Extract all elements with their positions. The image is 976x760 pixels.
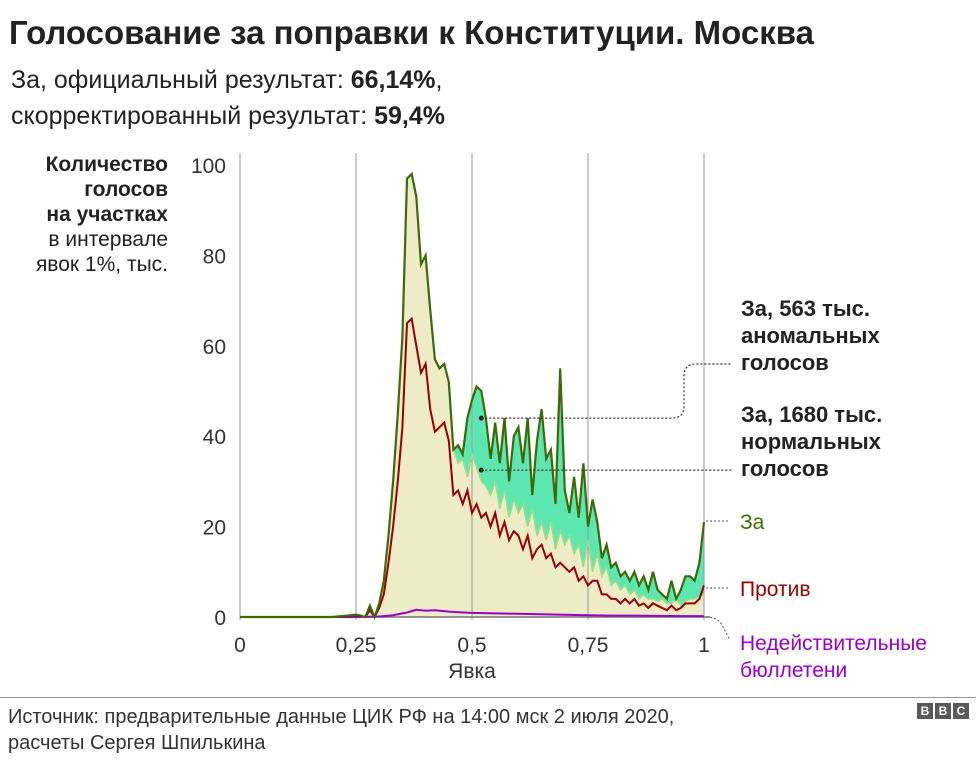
annotation-leader [481, 363, 732, 419]
bbc-logo-letter: C [953, 703, 969, 719]
y-tick-label: 80 [203, 245, 226, 268]
subtitle-official-value: 66,14% [350, 66, 436, 94]
footer-divider [0, 697, 976, 698]
x-tick-label: 0,75 [568, 634, 609, 657]
subtitle-corrected-label: скорректированный результат: [11, 102, 375, 130]
y-tick-label: 60 [203, 336, 226, 359]
bbc-logo-letter: B [935, 703, 951, 719]
x-tick-label: 0,25 [336, 634, 377, 657]
series-label-invalid: бюллетени [740, 659, 847, 682]
y-axis-label-line: голосов [84, 178, 168, 201]
x-axis-title: Явка [448, 660, 496, 683]
bbc-logo: B B C [917, 703, 969, 719]
source-line: Источник: предварительные данные ЦИК РФ … [8, 706, 675, 728]
x-tick-label: 0 [234, 634, 246, 657]
source-note: Источник: предварительные данные ЦИК РФ … [8, 704, 674, 756]
subtitle-corrected-value: 59,4% [374, 102, 445, 130]
subtitle-official-label: За, официальный результат: [11, 66, 351, 94]
source-line: расчеты Сергея Шпилькина [8, 732, 266, 754]
anomalous-votes-area [453, 368, 704, 606]
annotation-text: За, 563 тыс. [741, 296, 870, 321]
y-axis-label-line: на участках [46, 203, 168, 226]
y-tick-label: 20 [203, 517, 226, 540]
y-tick-label: 0 [214, 607, 226, 630]
for-votes-line [240, 171, 706, 621]
x-tick-label: 1 [698, 634, 710, 657]
turnout-chart: 0 20 40 60 80 100 0 0,25 0,5 0,75 1 Явка За, 563 тыс… [191, 153, 927, 683]
invalid-ballots-line [240, 608, 704, 618]
annotation-text: За, 1680 тыс. [741, 402, 882, 427]
against-votes-line [240, 316, 705, 619]
subtitle-official-suffix: , [435, 66, 443, 94]
series-label-invalid: Недействительные [740, 632, 927, 655]
y-tick-label: 100 [191, 155, 226, 178]
series-label-for: За [740, 511, 765, 534]
y-axis-label: Количество голосов на участках в интерва… [36, 152, 168, 277]
x-tick-label: 0,5 [457, 634, 486, 657]
annotation-text: аномальных [741, 323, 880, 348]
y-axis-label-line: в интервале [48, 228, 168, 251]
annotation-text: голосов [741, 456, 829, 481]
y-axis-label-line: Количество [45, 153, 168, 176]
annotation-text: нормальных [741, 429, 882, 454]
bbc-logo-letter: B [917, 703, 933, 719]
subtitle-corrected: скорректированный результат: 59,4% [11, 102, 445, 131]
chart-title: Голосование за поправки к Конституции. М… [9, 14, 814, 51]
series-label-against: Против [740, 578, 811, 601]
y-tick-label: 40 [203, 426, 226, 449]
subtitle-official: За, официальный результат: 66,14%, [11, 66, 442, 95]
normal-votes-line [452, 449, 705, 607]
annotation-text: голосов [741, 350, 829, 375]
y-axis-label-line: явок 1%, тыс. [35, 253, 168, 276]
